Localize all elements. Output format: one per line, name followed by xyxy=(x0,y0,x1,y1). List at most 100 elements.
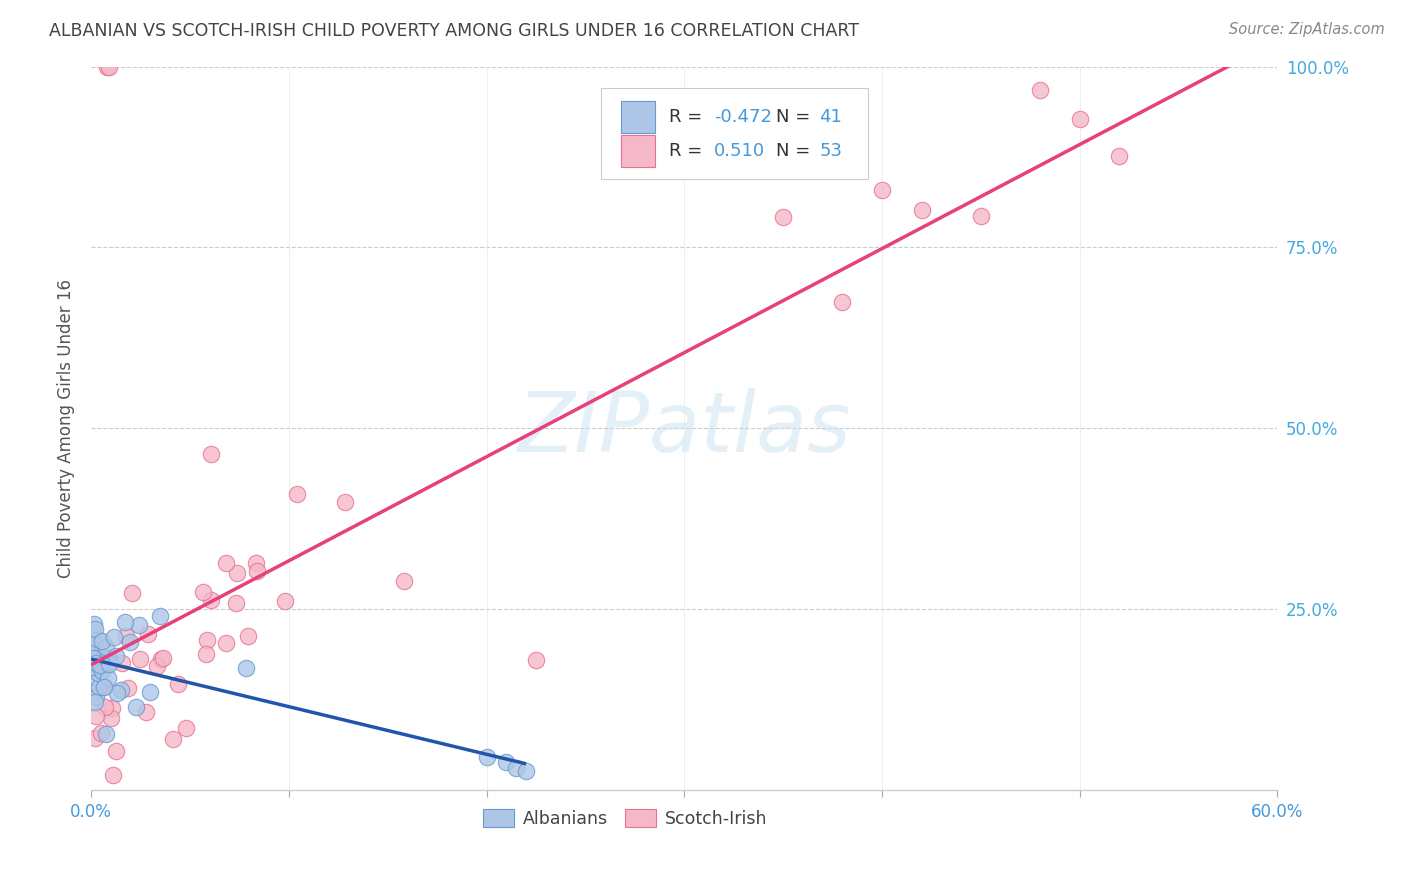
Point xyxy=(121,586,143,600)
Text: ZIPatlas: ZIPatlas xyxy=(517,388,851,468)
Point xyxy=(84,731,107,745)
Text: Source: ZipAtlas.com: Source: ZipAtlas.com xyxy=(1229,22,1385,37)
Text: ALBANIAN VS SCOTCH-IRISH CHILD POVERTY AMONG GIRLS UNDER 16 CORRELATION CHART: ALBANIAN VS SCOTCH-IRISH CHILD POVERTY A… xyxy=(49,22,859,40)
Point xyxy=(174,721,197,735)
Point xyxy=(100,711,122,725)
Point xyxy=(167,677,190,691)
Point xyxy=(120,634,142,648)
Point xyxy=(1069,112,1091,127)
FancyBboxPatch shape xyxy=(602,88,868,178)
Point xyxy=(98,657,121,672)
Point xyxy=(150,652,173,666)
Point xyxy=(94,640,117,655)
Point xyxy=(84,695,107,709)
FancyBboxPatch shape xyxy=(621,135,655,168)
Point xyxy=(82,670,104,684)
Text: N =: N = xyxy=(776,142,815,161)
Text: 0.510: 0.510 xyxy=(714,142,765,161)
Text: N =: N = xyxy=(776,108,815,126)
Point xyxy=(215,636,238,650)
Text: -0.472: -0.472 xyxy=(714,108,772,126)
Point xyxy=(110,682,132,697)
Point xyxy=(83,616,105,631)
Point xyxy=(235,661,257,675)
Point xyxy=(149,608,172,623)
Text: R =: R = xyxy=(669,108,707,126)
Point xyxy=(90,655,112,669)
Point xyxy=(333,495,356,509)
Text: 41: 41 xyxy=(820,108,842,126)
Point xyxy=(495,755,517,769)
Point xyxy=(117,681,139,696)
Point xyxy=(128,652,150,666)
Point xyxy=(101,700,124,714)
Point xyxy=(970,210,993,224)
Point xyxy=(772,211,794,225)
Point xyxy=(97,60,120,74)
Point xyxy=(105,686,128,700)
Point xyxy=(84,646,107,660)
Point xyxy=(93,681,115,695)
Point xyxy=(91,664,114,678)
Text: R =: R = xyxy=(669,142,707,161)
Point xyxy=(96,727,118,741)
Point xyxy=(82,660,104,674)
Point xyxy=(128,618,150,632)
Point xyxy=(84,684,107,698)
Point xyxy=(87,681,110,695)
Point xyxy=(524,653,547,667)
Point xyxy=(115,629,138,643)
Point xyxy=(86,656,108,670)
Point xyxy=(89,648,111,662)
Point xyxy=(97,671,120,685)
Point xyxy=(152,650,174,665)
Point xyxy=(98,652,121,666)
Point xyxy=(90,726,112,740)
Point xyxy=(125,700,148,714)
Point xyxy=(87,651,110,665)
Point xyxy=(831,295,853,310)
Point xyxy=(870,183,893,197)
Point xyxy=(162,731,184,746)
Point xyxy=(101,768,124,782)
Point xyxy=(1108,149,1130,163)
Point xyxy=(475,750,498,764)
Point xyxy=(89,658,111,673)
Point xyxy=(910,202,932,217)
Point xyxy=(104,744,127,758)
Point xyxy=(246,564,269,578)
Point xyxy=(285,487,308,501)
Point xyxy=(515,764,537,779)
Point xyxy=(96,60,118,74)
Point xyxy=(84,690,107,704)
Point xyxy=(139,685,162,699)
Point xyxy=(89,657,111,672)
Point xyxy=(200,447,222,461)
Point xyxy=(505,761,527,775)
Point xyxy=(103,630,125,644)
Legend: Albanians, Scotch-Irish: Albanians, Scotch-Irish xyxy=(475,803,775,835)
FancyBboxPatch shape xyxy=(621,101,655,134)
Point xyxy=(274,594,297,608)
Point xyxy=(226,566,249,581)
Point xyxy=(87,665,110,680)
Point xyxy=(98,655,121,669)
Point xyxy=(84,709,107,723)
Point xyxy=(245,556,267,570)
Point xyxy=(114,615,136,629)
Point xyxy=(93,700,115,714)
Text: 53: 53 xyxy=(820,142,842,161)
Point xyxy=(225,595,247,609)
Point xyxy=(84,655,107,669)
Point xyxy=(98,651,121,665)
Point xyxy=(145,658,167,673)
Point xyxy=(104,649,127,664)
Point xyxy=(215,556,238,570)
Point xyxy=(191,584,214,599)
Point xyxy=(135,706,157,720)
Point xyxy=(392,574,415,588)
Point xyxy=(83,638,105,652)
Point xyxy=(1029,83,1052,97)
Point xyxy=(111,656,134,670)
Y-axis label: Child Poverty Among Girls Under 16: Child Poverty Among Girls Under 16 xyxy=(58,278,75,578)
